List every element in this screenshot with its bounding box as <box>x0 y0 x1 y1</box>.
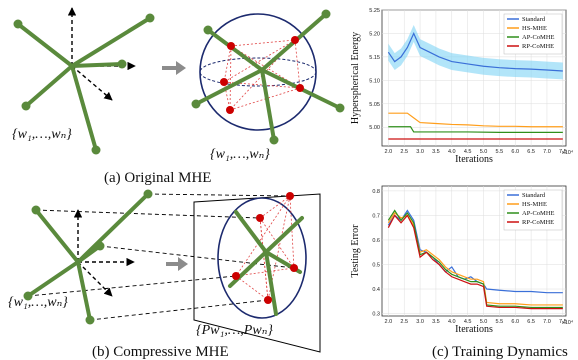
caption-c: (c) Training Dynamics <box>432 344 568 360</box>
legend-entry: HS-MHE <box>522 201 547 208</box>
weight-set-label: {w₁,…,wₙ} <box>12 127 72 142</box>
y-tick-label: 5.25 <box>369 8 380 14</box>
series-line <box>388 126 563 133</box>
projected-hypersphere <box>217 197 307 319</box>
legend: Standard HS-MHE AP-CoMHE RP-CoMHE <box>503 13 563 55</box>
x-tick-label: 6.0 <box>511 319 519 325</box>
transform-arrow-icon <box>166 257 188 271</box>
legend-entry: Standard <box>522 16 546 23</box>
y-tick-label: 0.6 <box>372 238 380 244</box>
basis-arrow-diag <box>71 65 113 101</box>
weight-endpoints <box>13 13 155 155</box>
panel-a-sphere: {w₁,…,wₙ} <box>191 9 345 162</box>
x-tick-label: 3.0 <box>416 149 424 155</box>
y-tick-label: 0.5 <box>372 262 380 268</box>
basis-arrow-diag <box>77 261 113 297</box>
projected-sphere: {Pw₁,…,Pwₙ} <box>196 192 307 338</box>
x-axis-label: Iterations <box>455 324 493 335</box>
transform-arrow-icon <box>162 61 186 75</box>
panel-a: {w₁,…,wₙ} <box>12 7 345 186</box>
x-tick-label: 5.5 <box>496 319 504 325</box>
y-tick-label: 0.3 <box>372 312 380 318</box>
x-multiplier-label: x10⁴ <box>562 319 574 326</box>
x-tick-label: 5.5 <box>496 149 504 155</box>
y-axis-label: Hyperspherical Energy <box>350 32 361 124</box>
y-tick-label: 0.8 <box>372 189 380 195</box>
x-tick-label: 4.0 <box>448 149 456 155</box>
weight-vectors <box>26 192 150 322</box>
x-multiplier-label: x10⁴ <box>562 149 574 156</box>
x-tick-label: 3.5 <box>432 149 440 155</box>
series-line <box>387 209 563 294</box>
x-tick-label: 3.0 <box>416 319 424 325</box>
x-tick-label: 7.5 <box>559 319 567 325</box>
panel-b: {w₁,…,wₙ} {Pw₁,…,Pwₙ} <box>8 189 321 360</box>
x-tick-label: 7.0 <box>543 319 551 325</box>
sphere-weight-endpoints <box>191 9 345 145</box>
panel-a-left-star: {w₁,…,wₙ} <box>12 7 155 155</box>
series-line <box>387 31 563 72</box>
chart-hyperspherical-energy: 5.00 5.05 5.10 5.15 5.20 5.25 2.0 2.5 3.0 3.5 4.0 4… <box>350 8 574 165</box>
x-tick-label: 6.5 <box>527 319 535 325</box>
x-tick-label: 5.0 <box>480 319 488 325</box>
series-line <box>387 209 563 309</box>
y-tick-label: 0.4 <box>372 287 380 293</box>
caption-a: (a) Original MHE <box>104 170 211 186</box>
series-line <box>388 112 563 128</box>
legend-entry: HS-MHE <box>522 25 547 32</box>
weight-vectors <box>16 16 152 152</box>
sphere-weight-set-label: {w₁,…,wₙ} <box>210 147 270 162</box>
weight-endpoints <box>23 189 153 325</box>
y-tick-label: 0.7 <box>372 213 380 219</box>
weight-set-label: {w₁,…,wₙ} <box>8 295 68 310</box>
x-tick-label: 2.0 <box>385 149 393 155</box>
chart-testing-error: 0.3 0.4 0.5 0.6 0.7 0.8 2.0 2.5 3.0 3.5 4.0 4.5 5.0 5… <box>350 185 574 335</box>
y-tick-label: 5.15 <box>369 55 380 61</box>
legend-box <box>503 13 563 55</box>
panel-b-left-star: {w₁,…,wₙ} <box>8 189 153 325</box>
series-band <box>388 25 563 80</box>
sphere-points <box>220 36 304 114</box>
x-tick-label: 5.0 <box>480 149 488 155</box>
caption-b: (b) Compressive MHE <box>92 344 229 360</box>
sphere-equator <box>199 57 317 87</box>
x-tick-label: 7.0 <box>543 149 551 155</box>
x-tick-label: 4.0 <box>448 319 456 325</box>
projected-points <box>232 192 298 304</box>
y-tick-label: 5.00 <box>369 125 380 131</box>
y-tick-label: 5.10 <box>369 78 380 84</box>
y-tick-label: 5.20 <box>369 31 380 37</box>
legend-box <box>503 189 563 231</box>
legend-entry: AP-CoMHE <box>522 210 555 217</box>
x-axis-label: Iterations <box>455 154 493 165</box>
x-tick-label: 6.0 <box>511 149 519 155</box>
x-tick-label: 3.5 <box>432 319 440 325</box>
sphere-weight-vectors <box>194 12 342 142</box>
x-tick-label: 2.5 <box>400 149 408 155</box>
x-tick-label: 2.0 <box>385 319 393 325</box>
series-line <box>387 214 563 310</box>
x-tick-label: 7.5 <box>559 149 567 155</box>
legend-entry: AP-CoMHE <box>522 34 555 41</box>
x-tick-label: 4.5 <box>464 319 472 325</box>
x-tick-label: 4.5 <box>464 149 472 155</box>
y-tick-label: 5.05 <box>369 102 380 108</box>
legend-entry: Standard <box>522 192 546 199</box>
y-axis-label: Testing Error <box>350 224 361 278</box>
projected-set-label: {Pw₁,…,Pwₙ} <box>196 323 273 338</box>
legend: Standard HS-MHE AP-CoMHE RP-CoMHE <box>503 189 563 231</box>
x-tick-label: 2.5 <box>400 319 408 325</box>
projection-lines <box>27 193 295 321</box>
legend-entry: RP-CoMHE <box>522 43 554 50</box>
legend-entry: RP-CoMHE <box>522 219 554 226</box>
x-tick-label: 6.5 <box>527 149 535 155</box>
